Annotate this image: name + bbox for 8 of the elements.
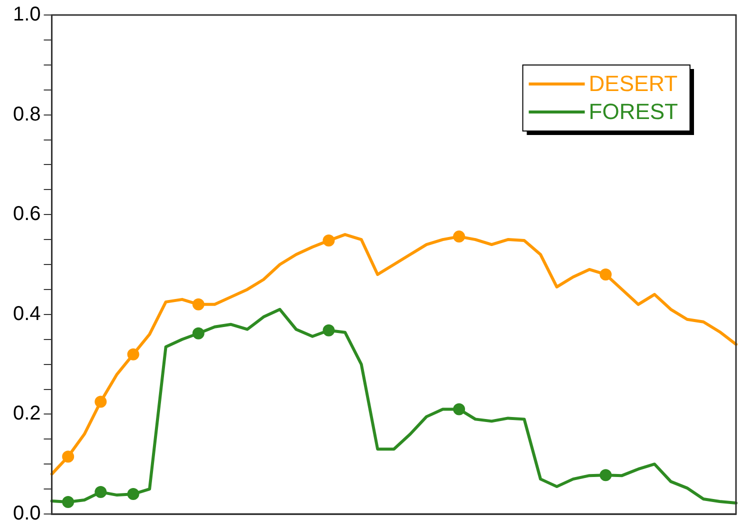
y-tick-label: 0.0: [12, 502, 41, 525]
y-tick-label: 0.4: [12, 302, 41, 325]
y-tick-label: 1.0: [12, 4, 41, 26]
y-tick-label: 0.2: [12, 402, 41, 425]
y-tick-label: 0.8: [12, 103, 41, 126]
legend-label: DESERT: [588, 71, 678, 96]
y-tick-label: 0.6: [12, 203, 41, 226]
legend-label: FOREST: [588, 99, 678, 124]
